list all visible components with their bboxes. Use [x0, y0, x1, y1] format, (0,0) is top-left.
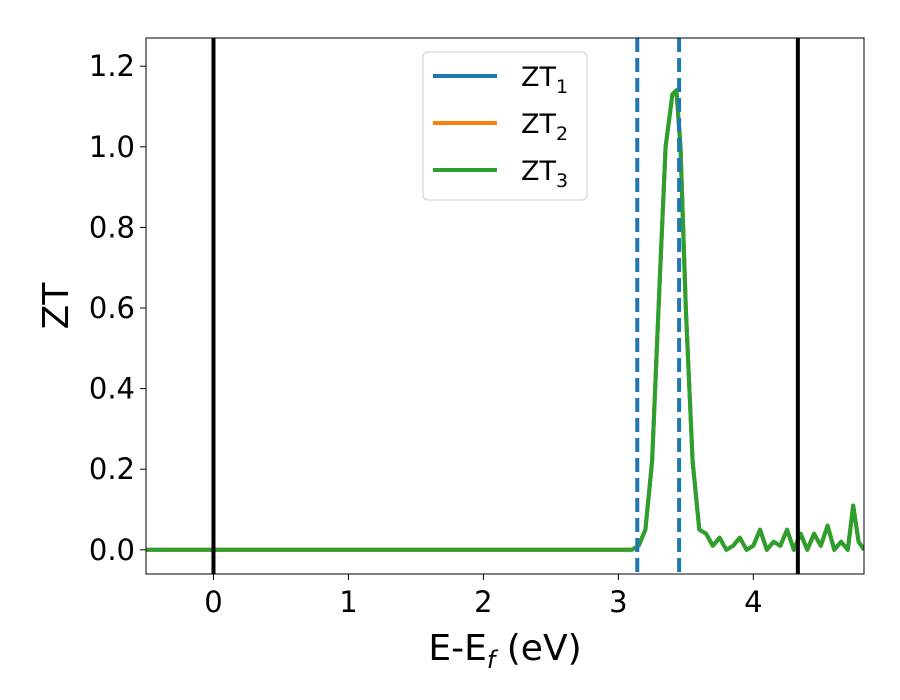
x-axis-label: E-Ef (eV): [428, 628, 581, 674]
x-axis-label-main: E-E: [428, 628, 486, 669]
y-tick-label: 0.2: [89, 452, 135, 486]
axes-frame: [145, 37, 865, 575]
y-tick-label: 0.6: [89, 291, 135, 325]
x-tick-label: 2: [474, 585, 492, 619]
y-tick-label: 0.4: [89, 372, 135, 406]
y-tick-label: 0.0: [89, 533, 135, 567]
x-tick-label: 0: [204, 585, 222, 619]
series-line-3: [146, 88, 864, 552]
legend-label-1: ZT1: [521, 62, 568, 98]
y-axis-ticks: 0.0 0.2 0.4 0.6 0.8 1.0 1.2: [89, 49, 146, 567]
x-tick-label: 3: [609, 585, 627, 619]
y-tick-label: 0.8: [89, 210, 135, 244]
x-tick-label: 1: [339, 585, 357, 619]
x-axis-ticks: 0 1 2 3 4: [204, 574, 763, 619]
legend-label-3: ZT3: [521, 156, 568, 192]
plot-area: [146, 38, 864, 574]
y-tick-label: 1.0: [89, 130, 135, 164]
legend-label-2: ZT2: [521, 109, 568, 145]
y-tick-label: 1.2: [89, 49, 135, 83]
legend-box: [422, 51, 588, 201]
y-axis-label: ZT: [36, 282, 77, 330]
legend: ZT1 ZT2 ZT3: [422, 51, 588, 201]
x-axis-label-unit: (eV): [495, 628, 581, 669]
x-tick-label: 4: [744, 585, 762, 619]
